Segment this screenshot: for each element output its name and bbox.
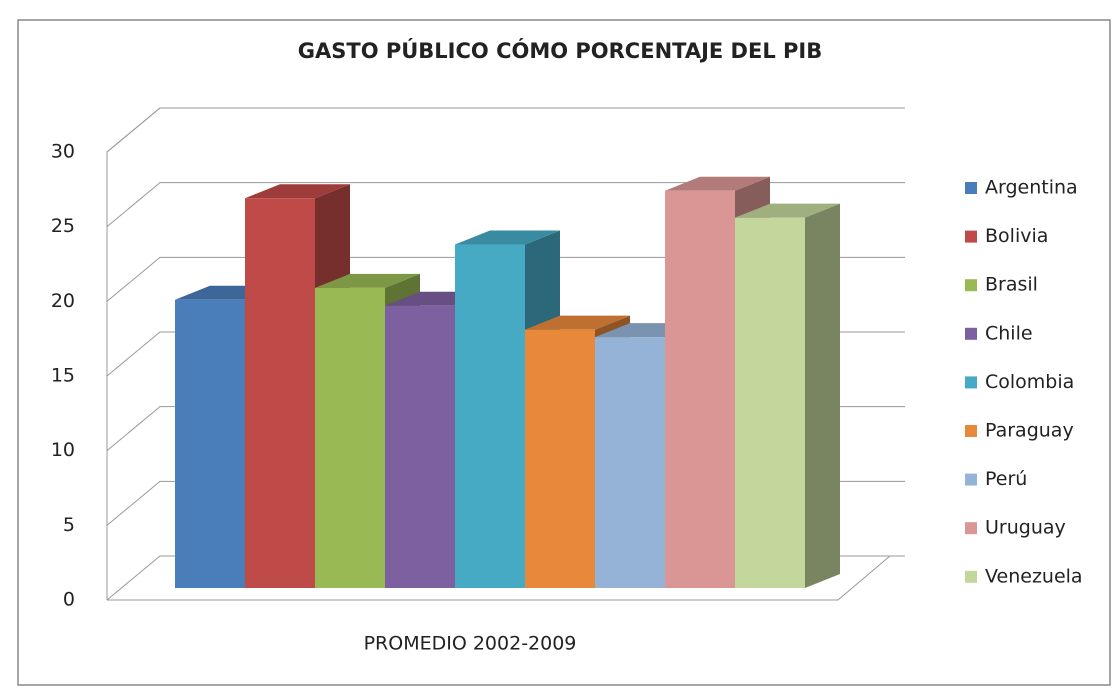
legend-swatch <box>965 327 977 340</box>
legend-swatch <box>965 230 977 243</box>
bar-top <box>665 176 770 191</box>
chart-title: GASTO PÚBLICO CÓMO PORCENTAJE DEL PIB <box>298 38 823 63</box>
bar-top <box>455 230 560 245</box>
y-tick-label: 30 <box>51 141 75 163</box>
y-tick-label: 25 <box>51 215 75 237</box>
legend-label: Perú <box>985 468 1027 490</box>
y-tick-label: 15 <box>51 365 75 387</box>
legend-swatch <box>965 279 977 292</box>
legend-swatch <box>965 376 977 389</box>
bar <box>735 203 840 589</box>
bar-top <box>245 184 350 199</box>
bar-front <box>245 198 315 589</box>
bar-side <box>805 203 840 589</box>
y-tick-label: 10 <box>51 439 75 461</box>
legend-swatch <box>965 522 977 535</box>
bar-front <box>315 287 385 588</box>
grid-line <box>106 182 905 228</box>
bar-front <box>175 299 245 588</box>
bar-front <box>735 217 805 589</box>
bar-front <box>385 305 455 588</box>
legend-swatch <box>965 425 977 437</box>
bar-top <box>735 203 840 218</box>
bar-top <box>315 273 420 288</box>
floor <box>107 555 891 601</box>
legend-label: Colombia <box>985 371 1074 393</box>
legend-swatch <box>965 570 977 583</box>
legend-label: Bolivia <box>985 225 1048 247</box>
legend-label: Chile <box>985 322 1033 344</box>
x-tick-label: PROMEDIO 2002-2009 <box>364 633 577 655</box>
legend-label: Uruguay <box>985 517 1066 539</box>
legend-label: Venezuela <box>985 565 1083 587</box>
bar-front <box>525 329 595 588</box>
y-tick-label: 5 <box>63 514 75 536</box>
legend-label: Paraguay <box>985 420 1074 442</box>
grid-line <box>106 107 905 153</box>
bar-front <box>455 244 525 589</box>
bar-front <box>595 337 665 588</box>
legend-swatch <box>965 182 977 194</box>
bar-top <box>525 315 630 330</box>
bar-front <box>665 190 735 589</box>
legend-swatch <box>965 473 977 486</box>
y-tick-label: 0 <box>63 589 75 611</box>
y-tick-label: 20 <box>51 290 75 312</box>
legend-label: Argentina <box>985 177 1078 199</box>
grid-line <box>106 256 905 302</box>
legend-label: Brasil <box>985 274 1038 296</box>
